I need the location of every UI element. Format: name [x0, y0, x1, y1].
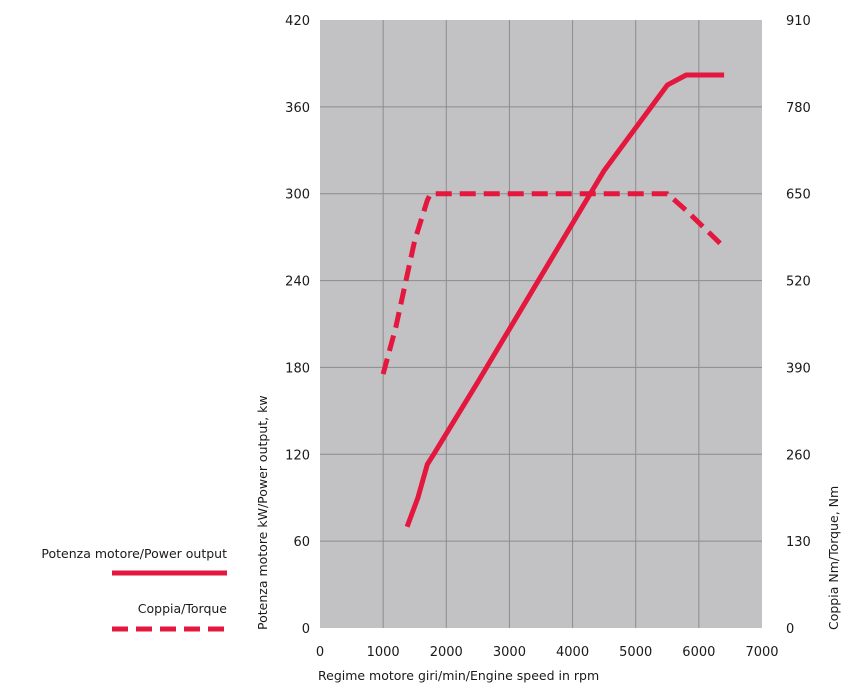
y2-tick-label: 0 [786, 622, 794, 637]
x-tick-label: 6000 [682, 645, 715, 660]
series-layer [380, 72, 726, 528]
torque-line [380, 191, 726, 375]
y2-tick-label: 260 [786, 448, 811, 463]
y-tick-label: 420 [285, 14, 310, 29]
y-tick-label: 180 [285, 361, 310, 376]
y2-tick-label: 390 [786, 361, 811, 376]
y-tick-label: 120 [285, 448, 310, 463]
x-tick-label: 4000 [556, 645, 589, 660]
legend-label-torque: Coppia/Torque [138, 601, 228, 616]
y-axis-ticks: 0 60 120 180 240 300 360 420 [285, 14, 310, 637]
y2-tick-label: 520 [786, 275, 811, 290]
x-tick-label: 5000 [619, 645, 652, 660]
y2-tick-label: 910 [786, 14, 811, 29]
y2-tick-label: 130 [786, 535, 811, 550]
y-tick-label: 360 [285, 101, 310, 116]
y2-tick-label: 780 [786, 101, 811, 116]
x-axis-label: Regime motore giri/min/Engine speed in r… [318, 668, 599, 683]
y-tick-label: 240 [285, 275, 310, 290]
x-tick-label: 2000 [430, 645, 463, 660]
y2-axis-label: Coppia Nm/Torque, Nm [826, 486, 841, 630]
x-tick-label: 3000 [493, 645, 526, 660]
x-tick-label: 0 [316, 645, 324, 660]
legend-label-power: Potenza motore/Power output [41, 546, 227, 561]
plot-area [320, 20, 762, 628]
y-tick-label: 0 [302, 622, 310, 637]
x-axis-ticks: 0 1000 2000 3000 4000 5000 6000 7000 [316, 645, 779, 660]
y2-axis-ticks: 0 130 260 390 520 650 780 910 [786, 14, 811, 637]
y-tick-label: 60 [293, 535, 310, 550]
y-tick-label: 300 [285, 188, 310, 203]
grid [320, 20, 762, 628]
power-output-line [404, 72, 725, 528]
y-axis-label: Potenza motore kW/Power output, kw [255, 395, 270, 630]
legend: Potenza motore/Power output Coppia/Torqu… [41, 546, 228, 632]
y2-tick-label: 650 [786, 188, 811, 203]
x-tick-label: 1000 [367, 645, 400, 660]
x-tick-label: 7000 [745, 645, 778, 660]
